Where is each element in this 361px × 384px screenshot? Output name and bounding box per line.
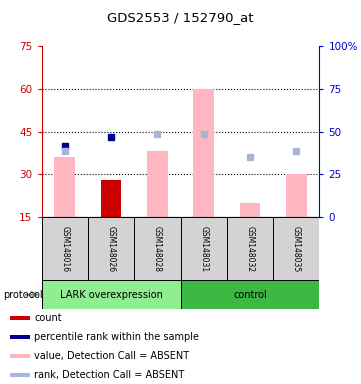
Text: GSM148035: GSM148035 [292, 225, 301, 272]
Bar [180, 217, 227, 280]
Text: GSM148028: GSM148028 [153, 226, 162, 271]
Text: value, Detection Call = ABSENT: value, Detection Call = ABSENT [34, 351, 190, 361]
Text: GSM148016: GSM148016 [60, 225, 69, 272]
Bar [134, 217, 180, 280]
Bar [42, 280, 180, 309]
Bar [54, 157, 75, 217]
Bar [10, 354, 30, 358]
Text: count: count [34, 313, 62, 323]
Text: GSM148031: GSM148031 [199, 225, 208, 272]
Bar [10, 316, 30, 320]
Text: rank, Detection Call = ABSENT: rank, Detection Call = ABSENT [34, 370, 184, 380]
Bar [240, 203, 260, 217]
Bar [101, 180, 121, 217]
Bar [180, 280, 319, 309]
Bar [10, 335, 30, 339]
Text: LARK overexpression: LARK overexpression [60, 290, 162, 300]
Bar [273, 217, 319, 280]
Bar [42, 217, 88, 280]
Bar [88, 217, 134, 280]
Bar [286, 174, 307, 217]
Text: GDS2553 / 152790_at: GDS2553 / 152790_at [107, 12, 254, 25]
Text: GSM148032: GSM148032 [245, 225, 255, 272]
Bar [227, 217, 273, 280]
Bar [147, 151, 168, 217]
Bar [193, 89, 214, 217]
Text: GSM148026: GSM148026 [106, 225, 116, 272]
Bar [10, 373, 30, 377]
Text: control: control [233, 290, 267, 300]
Text: protocol: protocol [4, 290, 43, 300]
Text: percentile rank within the sample: percentile rank within the sample [34, 332, 199, 342]
